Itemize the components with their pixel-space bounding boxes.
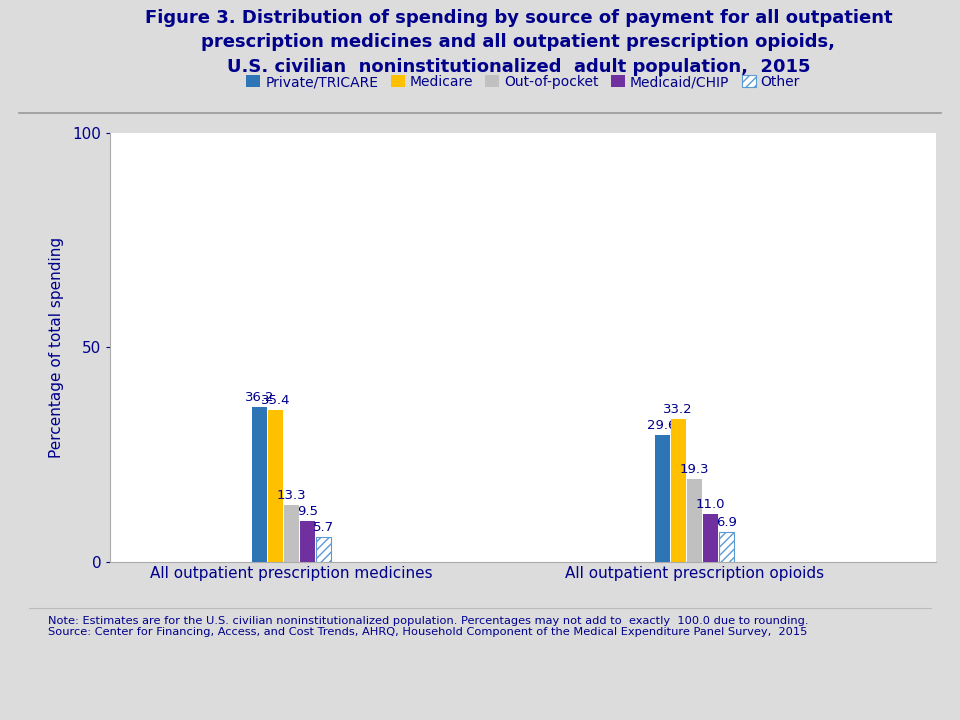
Text: 5.7: 5.7	[313, 521, 334, 534]
Bar	[316, 537, 331, 562]
Bar	[300, 521, 315, 562]
Text: 33.2: 33.2	[663, 403, 693, 416]
Text: 11.0: 11.0	[696, 498, 725, 511]
Text: Note: Estimates are for the U.S. civilian noninstitutionalized population. Perce: Note: Estimates are for the U.S. civilia…	[48, 616, 808, 637]
Bar	[252, 407, 267, 562]
Text: Figure 3. Distribution of spending by source of payment for all outpatient
presc: Figure 3. Distribution of spending by so…	[145, 9, 892, 76]
Text: 19.3: 19.3	[680, 463, 709, 476]
Text: 36.2: 36.2	[245, 390, 275, 403]
Bar	[284, 505, 300, 562]
Bar	[671, 419, 685, 562]
Bar	[268, 410, 283, 562]
Text: 35.4: 35.4	[261, 394, 290, 407]
Bar	[703, 515, 718, 562]
Legend: Private/TRICARE, Medicare, Out-of-pocket, Medicaid/CHIP, Other: Private/TRICARE, Medicare, Out-of-pocket…	[241, 69, 805, 94]
Text: 9.5: 9.5	[298, 505, 318, 518]
Text: 13.3: 13.3	[276, 489, 306, 502]
Text: 6.9: 6.9	[716, 516, 737, 529]
Text: 29.6: 29.6	[647, 419, 677, 432]
Bar	[686, 479, 702, 562]
Bar	[719, 532, 734, 562]
Y-axis label: Percentage of total spending: Percentage of total spending	[49, 237, 64, 458]
Bar	[655, 435, 670, 562]
